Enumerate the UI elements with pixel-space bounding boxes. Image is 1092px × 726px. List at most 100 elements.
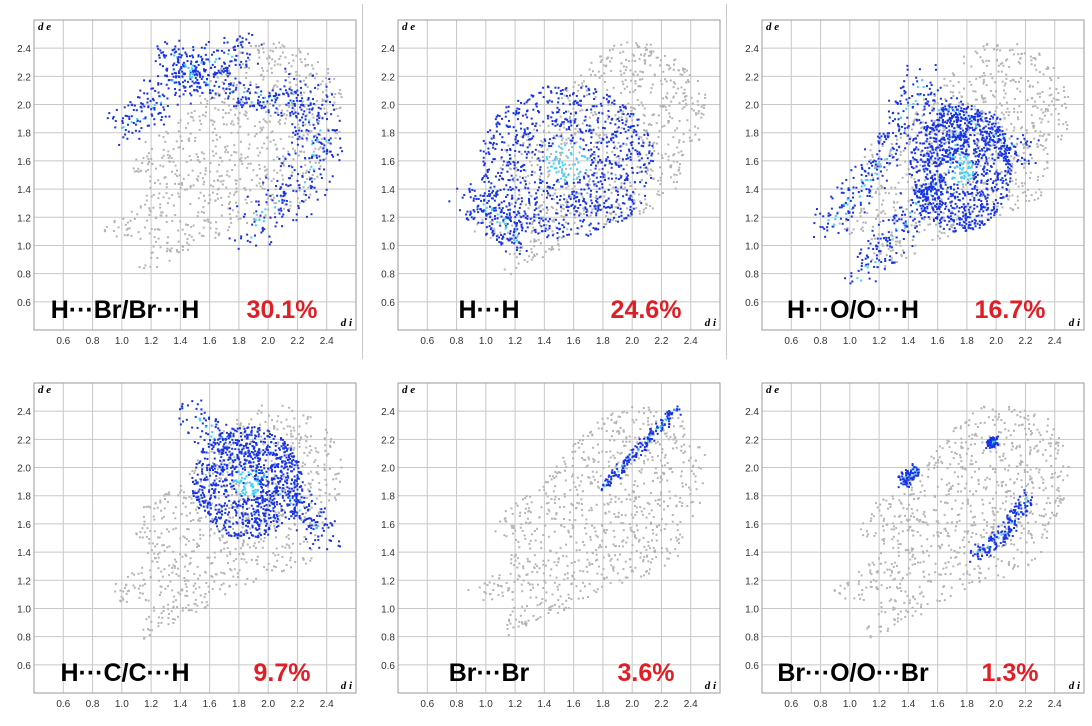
cloud-point (306, 52, 309, 55)
contact-point (229, 60, 232, 63)
contact-point (906, 68, 909, 71)
contact-point (844, 277, 847, 280)
cloud-point (986, 42, 989, 45)
cloud-point (644, 61, 647, 64)
cloud-point (599, 61, 602, 64)
cloud-point (540, 216, 543, 219)
cloud-point (304, 63, 307, 66)
contact-point (226, 72, 229, 75)
contact-point (556, 237, 559, 240)
cloud-point (995, 168, 998, 171)
contact-point (477, 211, 480, 214)
gridlines (762, 20, 1084, 330)
contact-point (489, 216, 492, 219)
contact-point (269, 194, 272, 197)
contact-point (892, 111, 895, 114)
cloud-point (672, 96, 675, 99)
contact-point (472, 199, 475, 202)
contact-point (492, 233, 495, 236)
cloud-point (293, 112, 296, 115)
plot-panel-h-h: 0.6 0.8 1.0 1.2 1.4 1.6 1.8 2.0 2.2 2.4 0.6 0.8 1.0 1… (364, 0, 728, 363)
contact-point (517, 168, 520, 171)
contact-point (557, 86, 560, 89)
contact-point (299, 80, 302, 83)
contact-point (525, 249, 528, 252)
contact-point (877, 135, 880, 138)
cloud-point (227, 195, 230, 198)
cloud-point (893, 201, 896, 204)
cloud-point (1004, 82, 1007, 85)
contact-point (584, 172, 587, 175)
cloud-point (544, 250, 547, 253)
contact-point (281, 225, 284, 228)
cloud-point (144, 203, 147, 206)
cloud-point (258, 163, 261, 166)
cloud-point (288, 135, 291, 138)
cloud-point (873, 252, 876, 255)
contact-point (845, 229, 848, 232)
cloud-point (982, 101, 985, 104)
contact-point (260, 231, 263, 234)
contact-point (613, 103, 616, 106)
cloud-point (682, 140, 685, 143)
cloud-point (634, 89, 637, 92)
cloud-point (1011, 78, 1014, 81)
contact-point (251, 104, 254, 107)
cloud-point (623, 72, 626, 75)
contact-point (921, 79, 924, 82)
contact-point (207, 84, 210, 87)
cloud-point (594, 113, 597, 116)
contact-point (262, 181, 265, 184)
cloud-point (1038, 95, 1041, 98)
contact-point (859, 203, 862, 206)
contact-point (900, 206, 903, 209)
contact-point (477, 204, 480, 207)
cloud-point (923, 228, 926, 231)
cloud-point (222, 123, 225, 126)
cloud-point (561, 97, 564, 100)
contact-point (304, 181, 307, 184)
contact-point (528, 138, 531, 141)
cloud-point (962, 185, 965, 188)
cloud-point (284, 71, 287, 74)
cloud-point (649, 43, 652, 46)
cloud-point (905, 133, 908, 136)
cloud-point (667, 119, 670, 122)
gridlines (34, 20, 356, 330)
contact-point (632, 191, 635, 194)
contact-point (231, 55, 234, 58)
contact-point (268, 243, 271, 246)
cloud-point (1042, 73, 1045, 76)
cloud-point (1041, 135, 1044, 138)
contact-point (864, 179, 867, 182)
cloud-point (228, 158, 231, 161)
cloud-point (234, 201, 237, 204)
cloud-point (1025, 199, 1028, 202)
contact-point (297, 94, 300, 97)
contact-point (260, 107, 263, 110)
cloud-point (637, 104, 640, 107)
cloud-point (875, 208, 878, 211)
cloud-point (573, 185, 576, 188)
contact-point (870, 172, 873, 175)
contact-point (477, 221, 480, 224)
contact-point (189, 78, 192, 81)
cloud-point (135, 158, 138, 161)
cloud-point (696, 80, 699, 83)
contact-point (509, 186, 512, 189)
contact-point (184, 89, 187, 92)
cloud-point (975, 191, 978, 194)
contact-point (515, 223, 518, 226)
cloud-point (970, 205, 973, 208)
contact-point (935, 193, 938, 196)
cloud-point (1005, 111, 1008, 114)
cloud-point (231, 168, 234, 171)
contact-point (899, 116, 902, 119)
cloud-point (975, 77, 978, 80)
contact-point (259, 214, 262, 217)
cloud-point (1044, 110, 1047, 113)
contact-point (146, 97, 149, 100)
cloud-point (980, 96, 983, 99)
cloud-point (1006, 58, 1009, 61)
contact-point (638, 159, 641, 162)
